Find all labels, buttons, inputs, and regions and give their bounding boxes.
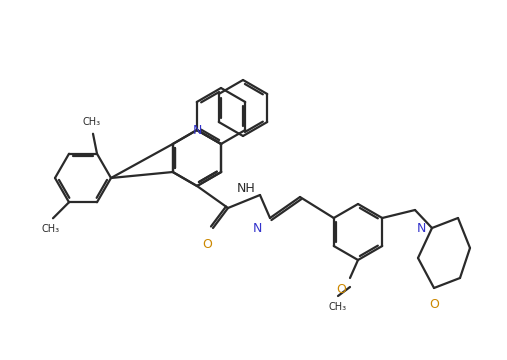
Text: O: O: [336, 283, 346, 296]
Text: CH₃: CH₃: [83, 117, 101, 127]
Text: CH₃: CH₃: [42, 224, 60, 234]
Text: N: N: [417, 221, 426, 234]
Text: O: O: [202, 238, 212, 251]
Text: O: O: [429, 298, 439, 311]
Text: NH: NH: [237, 181, 256, 194]
Text: CH₃: CH₃: [329, 302, 347, 312]
Text: N: N: [192, 123, 202, 136]
Text: N: N: [252, 222, 262, 235]
